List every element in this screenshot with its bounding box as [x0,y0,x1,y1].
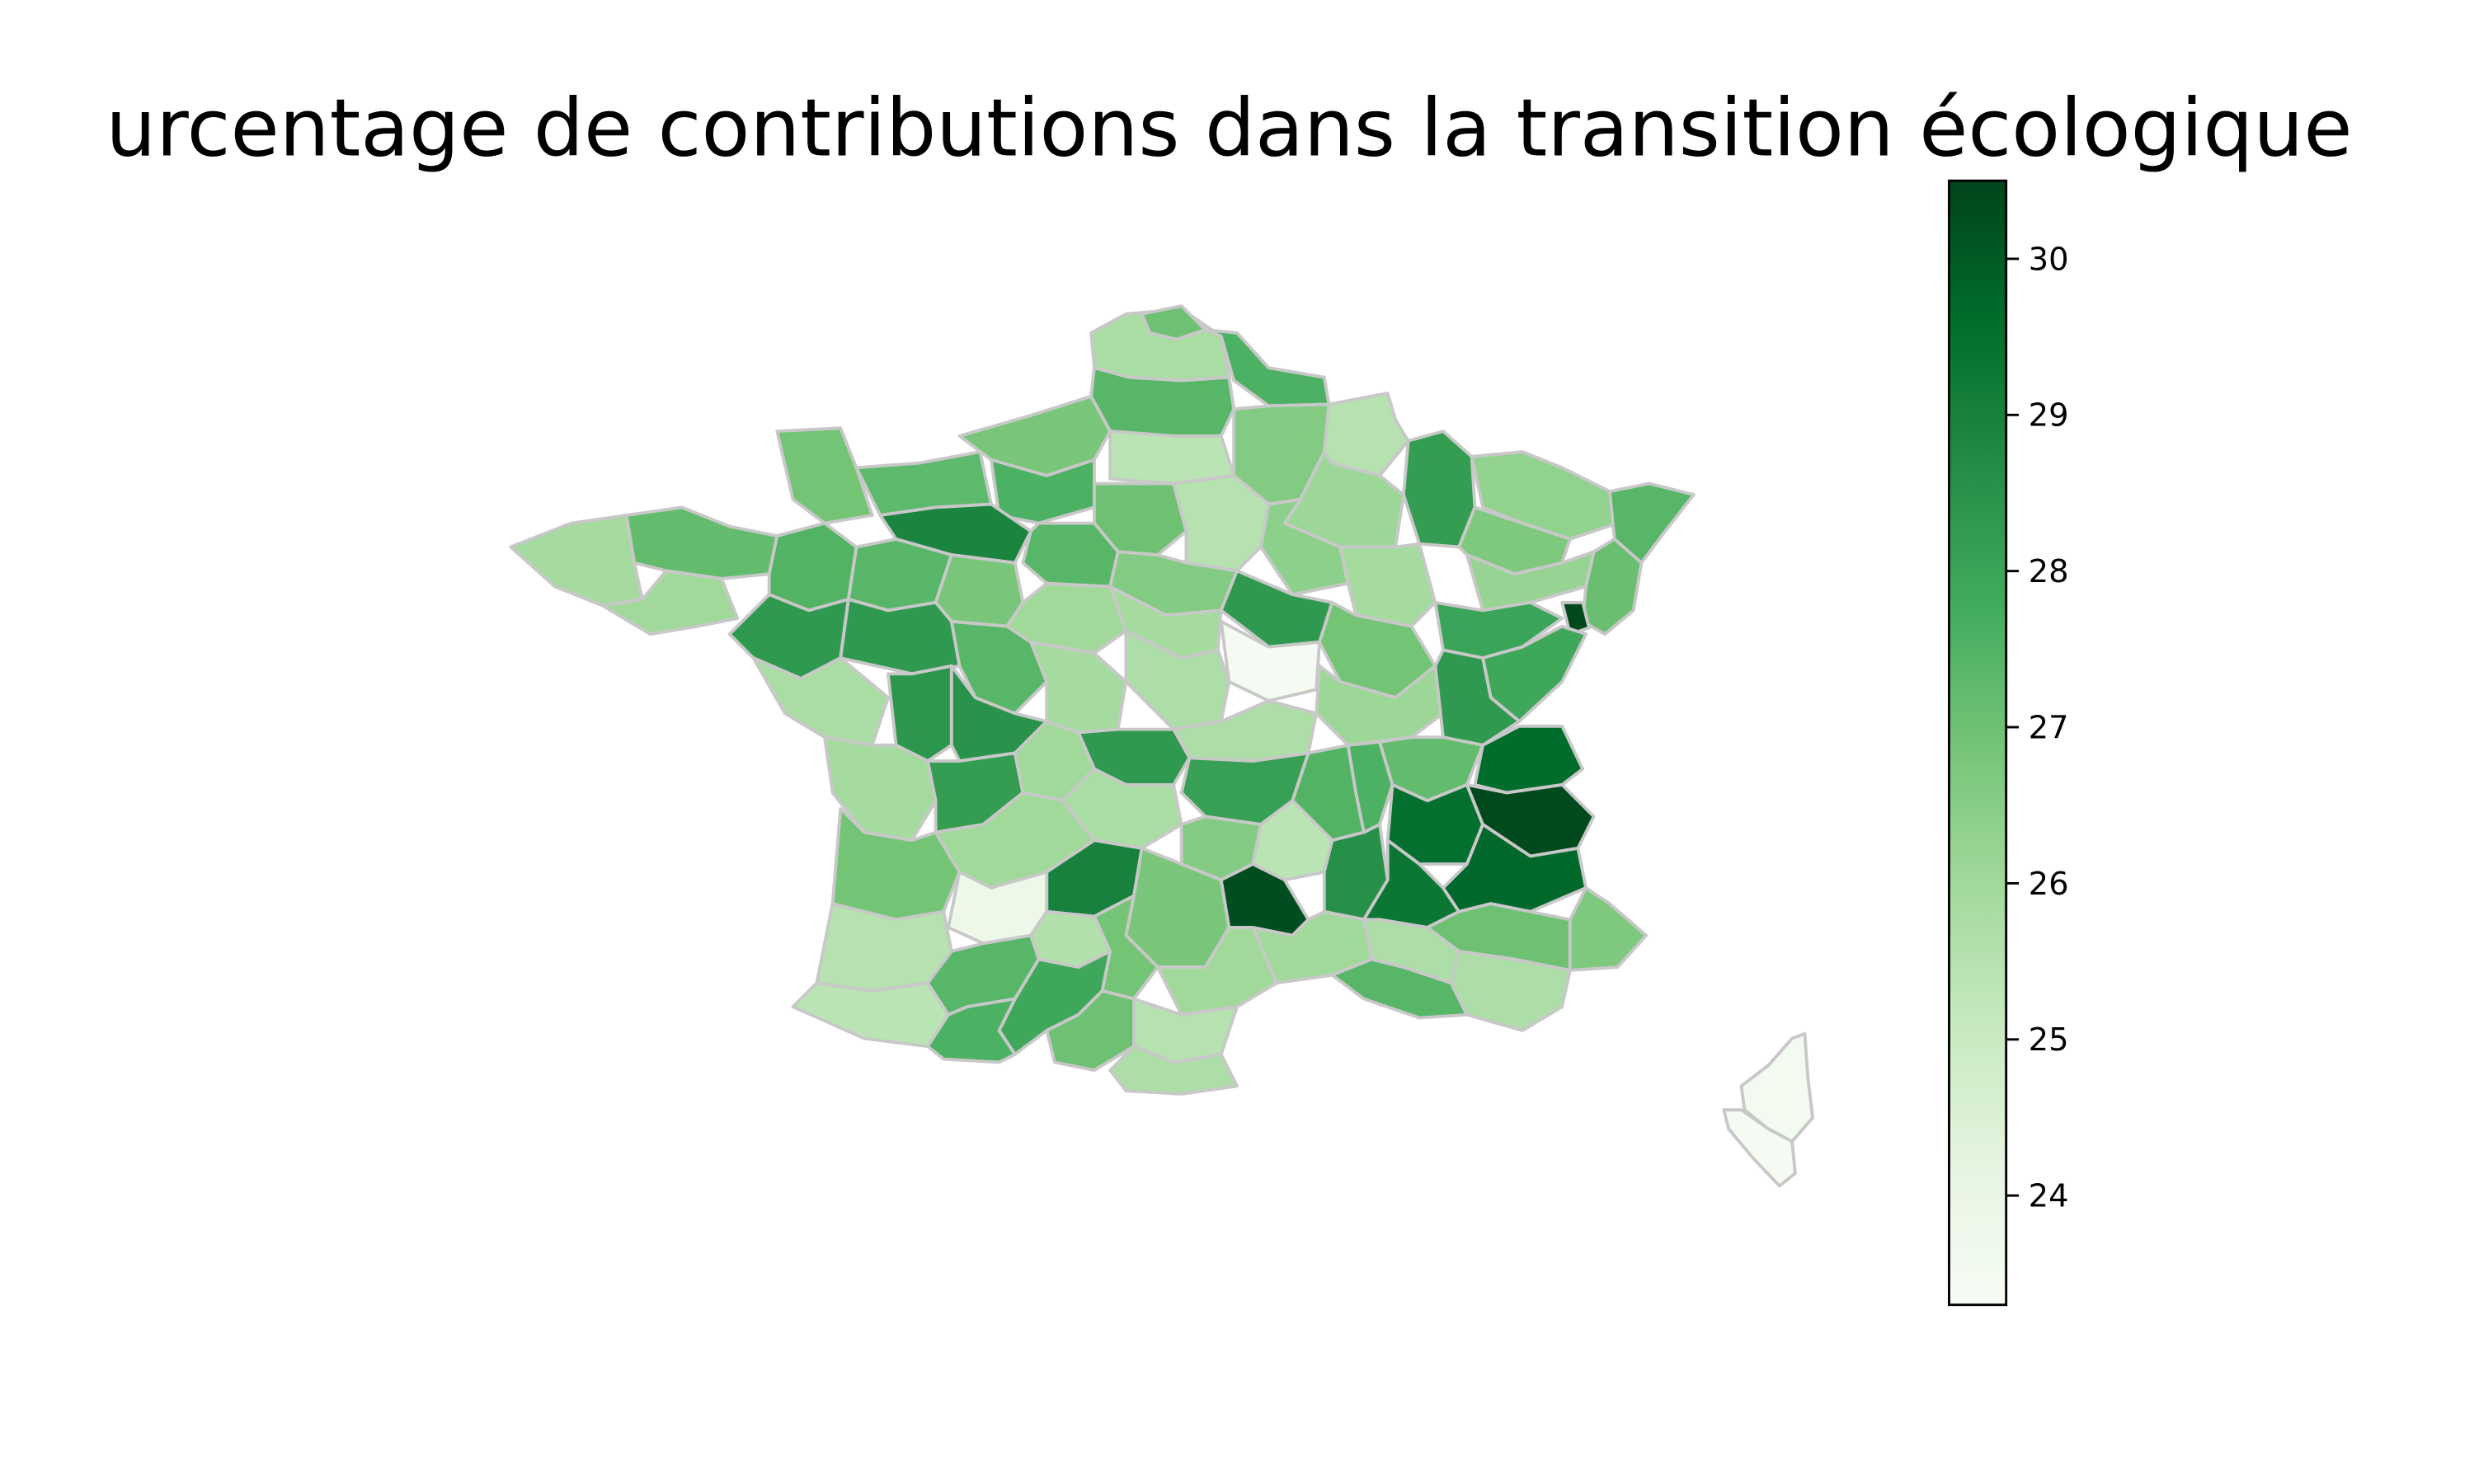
region-morbihan [600,569,740,636]
region-nord [1140,304,1207,341]
colorbar-ticks: 24 25 26 27 28 29 30 [2006,241,2069,1215]
colorbar-tick-label: 28 [2029,553,2069,590]
region-cotes-d-armor [624,505,779,580]
region-seine-et-marne [1172,474,1271,573]
region-indre [1029,640,1128,735]
region-haut-rhin [1581,537,1644,636]
region-oise [1108,430,1236,486]
colorbar-tick-label: 27 [2029,709,2069,746]
region-hautes-pyrenees [926,997,1017,1064]
region-ille-et-vilaine [767,521,858,613]
region-territoire-de-belfort [1560,600,1591,636]
colorbar-tick-label: 25 [2029,1021,2069,1059]
region-hautes-alpes [1442,823,1587,913]
region-sarthe [934,553,1025,628]
region-finistere [509,514,644,608]
region-pyrenees-orientales [1108,1045,1239,1096]
region-haute-marne [1338,542,1437,628]
region-somme [1089,366,1236,438]
region-cher [1124,629,1231,731]
france-map [509,304,1815,1188]
region-eure-et-loir [1021,521,1120,589]
region-manche [775,426,874,525]
region-indre-et-loire [949,619,1049,716]
region-corse-du-sud [1722,1108,1797,1188]
region-meuse [1402,430,1477,549]
region-alpes-maritimes [1568,886,1649,972]
colorbar-tick-label: 26 [2029,866,2069,903]
chart-title: urcentage de contributions dans la trans… [106,82,2352,174]
colorbar: 24 25 26 27 28 29 30 [1948,179,2069,1307]
region-vendee [751,656,890,747]
region-pyrenees-atlantiques [791,981,950,1049]
colorbar-gradient [1948,179,2008,1307]
colorbar-tick-label: 30 [2029,241,2069,278]
colorbar-tick-label: 29 [2029,397,2069,434]
region-maine-et-loire [839,598,962,676]
colorbar-tick-label: 24 [2029,1178,2069,1215]
